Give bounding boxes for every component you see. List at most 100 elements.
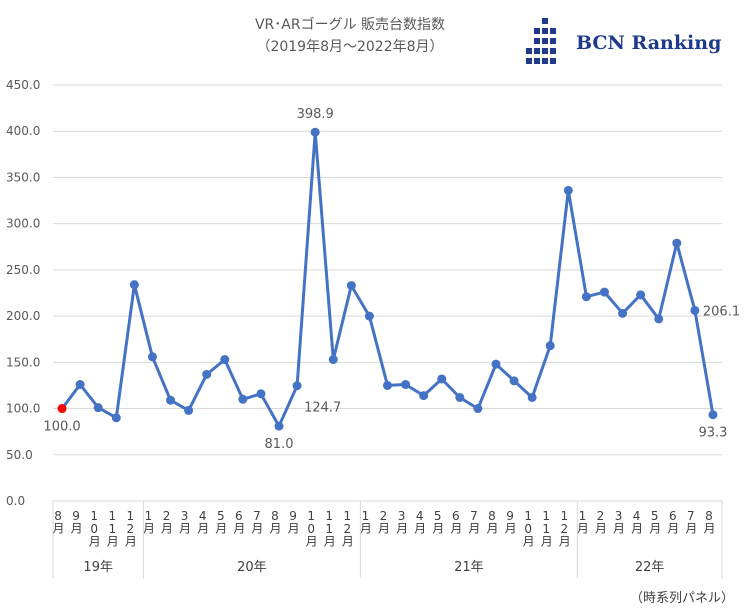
x-tick-label: 6月 [666, 509, 680, 535]
x-tick-label: 5月 [648, 509, 662, 535]
x-tick-label: 6月 [449, 509, 463, 535]
footnote: （時系列パネル） [629, 591, 734, 606]
data-label: 398.9 [297, 107, 334, 122]
data-point [654, 314, 664, 324]
data-point [672, 238, 682, 248]
y-tick-label: 450.0 [6, 78, 40, 92]
x-tick-label: 8月 [268, 509, 282, 535]
x-tick-label: 8月 [485, 509, 499, 535]
x-tick-label: 9月 [286, 509, 300, 535]
x-tick-label: 1月 [575, 509, 589, 535]
y-tick-label: 300.0 [6, 217, 40, 231]
bcn-logo: BCN Ranking [526, 16, 726, 72]
data-point [383, 380, 392, 390]
x-tick-label: 4月 [630, 509, 644, 535]
data-point [545, 341, 555, 351]
year-group-label: 19年 [83, 560, 113, 575]
data-point [238, 394, 248, 404]
data-point [437, 374, 447, 384]
x-tick-label: 11月 [105, 509, 119, 548]
data-point [220, 355, 230, 365]
data-label: 124.7 [304, 401, 341, 416]
data-point [563, 185, 573, 195]
y-tick-label: 0.0 [6, 494, 25, 508]
x-tick-label: 3月 [395, 509, 409, 535]
data-point [636, 290, 646, 300]
x-tick-label: 9月 [69, 509, 83, 535]
data-point [129, 280, 139, 290]
y-tick-label: 100.0 [6, 402, 40, 416]
data-point [599, 287, 609, 297]
x-tick-label: 3月 [178, 509, 192, 535]
x-tick-label: 10月 [304, 509, 318, 548]
data-point [147, 352, 157, 362]
data-point [310, 127, 320, 137]
data-point [57, 404, 67, 414]
data-point [618, 308, 628, 318]
data-point [274, 421, 284, 431]
x-tick-label: 11月 [322, 509, 336, 548]
x-tick-label: 1月 [358, 509, 372, 535]
x-tick-label: 8月 [51, 509, 65, 535]
data-point [256, 389, 266, 399]
x-tick-label: 12月 [557, 509, 571, 548]
data-point [473, 404, 483, 414]
data-point [75, 380, 85, 390]
x-tick-label: 1月 [141, 509, 155, 535]
brand-name: BCN Ranking [576, 32, 722, 54]
data-point [401, 380, 411, 390]
data-point [491, 359, 501, 369]
x-tick-label: 10月 [87, 509, 101, 548]
data-point [455, 392, 465, 402]
bcn-logo-icon [526, 18, 556, 64]
x-tick-label: 3月 [612, 509, 626, 535]
data-label: 100.0 [43, 420, 80, 435]
chart-title: VR･ARゴーグル 販売台数指数 [254, 17, 446, 33]
x-tick-label: 10月 [521, 509, 535, 548]
data-point [93, 403, 103, 413]
data-label: 93.3 [698, 426, 727, 441]
x-tick-label: 6月 [232, 509, 246, 535]
x-tick-label: 8月 [702, 509, 716, 535]
x-tick-label: 12月 [123, 509, 137, 548]
data-point [292, 381, 302, 391]
y-tick-label: 50.0 [6, 448, 33, 462]
data-point [581, 292, 591, 302]
y-tick-label: 200.0 [6, 309, 40, 323]
data-label: 206.1 [703, 304, 740, 319]
data-point [111, 413, 121, 423]
x-tick-label: 4月 [196, 509, 210, 535]
x-tick-label: 9月 [503, 509, 517, 535]
data-point [708, 410, 718, 420]
data-point [346, 281, 356, 291]
data-point [509, 376, 519, 386]
x-tick-label: 2月 [160, 509, 174, 535]
y-tick-label: 150.0 [6, 355, 40, 369]
x-tick-label: 5月 [214, 509, 228, 535]
year-group-label: 22年 [635, 560, 665, 575]
x-tick-label: 12月 [340, 509, 354, 548]
y-tick-label: 250.0 [6, 263, 40, 277]
x-tick-label: 5月 [431, 509, 445, 535]
data-point [166, 395, 176, 405]
chart-subtitle: （2019年8月～2022年8月） [256, 39, 444, 55]
x-tick-label: 7月 [684, 509, 698, 535]
year-group-label: 20年 [237, 560, 267, 575]
data-point [364, 311, 374, 321]
y-tick-label: 400.0 [6, 124, 40, 138]
year-group-label: 21年 [454, 560, 484, 575]
data-label: 81.0 [265, 437, 294, 452]
x-tick-label: 2月 [593, 509, 607, 535]
data-point [328, 355, 338, 365]
data-point [184, 405, 194, 415]
y-tick-label: 350.0 [6, 170, 40, 184]
x-tick-label: 4月 [413, 509, 427, 535]
x-tick-label: 7月 [250, 509, 264, 535]
data-point [690, 305, 700, 315]
x-tick-label: 11月 [539, 509, 553, 548]
x-tick-label: 2月 [377, 509, 391, 535]
x-tick-label: 7月 [467, 509, 481, 535]
data-point [419, 391, 429, 401]
data-point [527, 392, 537, 402]
